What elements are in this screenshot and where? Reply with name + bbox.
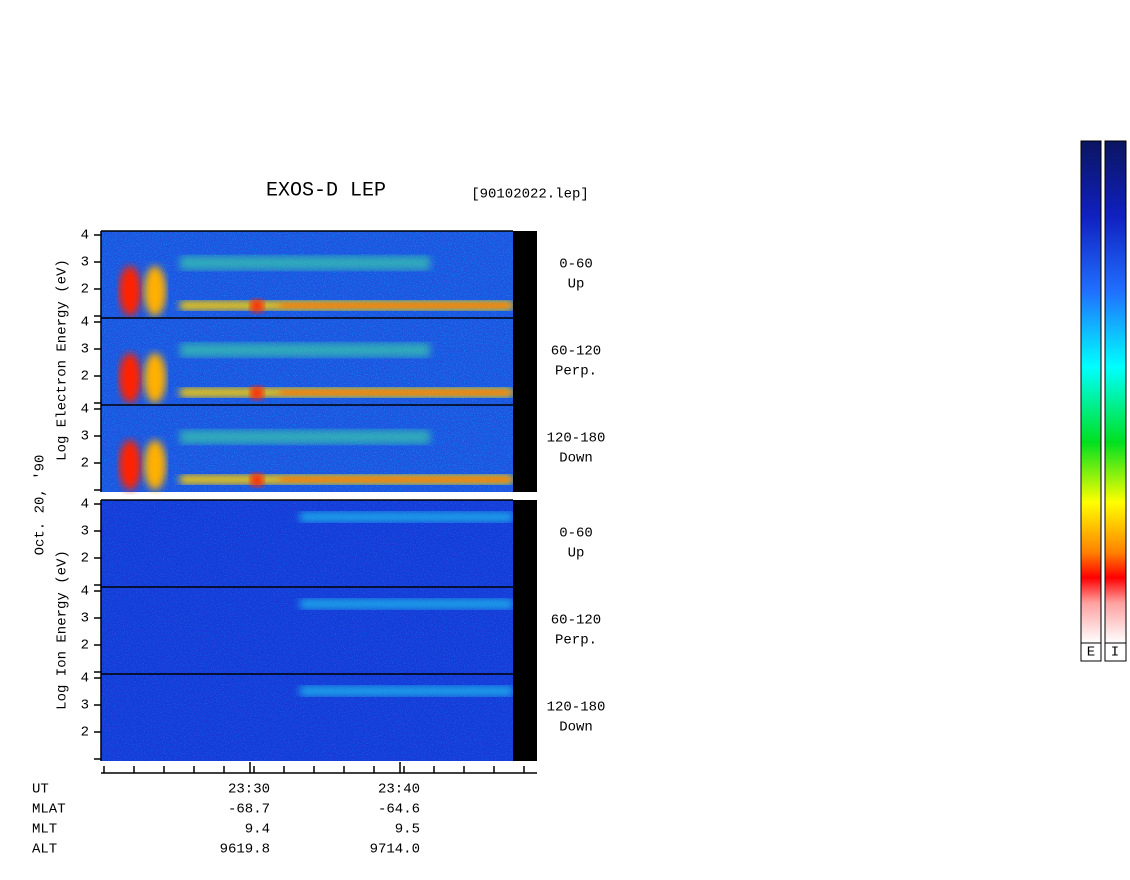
band <box>300 686 513 696</box>
row-value: 23:40 <box>378 782 420 798</box>
row-label: MLT <box>32 822 57 838</box>
burst <box>250 386 264 400</box>
row-value: -64.6 <box>378 802 420 818</box>
row-label: UT <box>32 782 49 798</box>
data-gap <box>513 500 537 587</box>
band <box>300 512 513 522</box>
burst <box>119 353 141 403</box>
row-value: 9.5 <box>395 822 420 838</box>
y-tick-label: 2 <box>81 725 89 741</box>
pitch-direction: Down <box>559 451 593 467</box>
pitch-direction: Perp. <box>555 364 597 380</box>
pitch-range: 0-60 <box>559 526 593 542</box>
ion-axis-label: Log Ion Energy (eV) <box>55 550 71 710</box>
y-tick-label: 4 <box>81 315 89 331</box>
y-tick-label: 3 <box>81 342 89 358</box>
row-value: 9619.8 <box>220 842 270 858</box>
row-value: 9714.0 <box>370 842 420 858</box>
data-gap <box>513 231 537 318</box>
y-tick-label: 3 <box>81 429 89 445</box>
band <box>180 343 430 357</box>
colorbar <box>1080 140 1102 644</box>
band <box>280 390 510 395</box>
y-tick-label: 3 <box>81 698 89 714</box>
pitch-direction: Up <box>568 277 585 293</box>
burst <box>144 266 166 316</box>
pitch-range: 120-180 <box>547 700 606 716</box>
burst <box>144 353 166 403</box>
data-gap <box>513 318 537 405</box>
burst <box>119 266 141 316</box>
burst <box>144 440 166 490</box>
row-value: 9.4 <box>245 822 270 838</box>
row-label: ALT <box>32 842 57 858</box>
colorbar <box>1104 140 1127 644</box>
date-label: Oct. 20, '90 <box>33 455 49 556</box>
y-tick-label: 3 <box>81 255 89 271</box>
colorbar-label-box <box>1080 642 1102 662</box>
y-tick-label: 3 <box>81 611 89 627</box>
pitch-direction: Up <box>568 546 585 562</box>
y-tick-label: 4 <box>81 584 89 600</box>
data-gap <box>513 405 537 492</box>
pitch-direction: Perp. <box>555 633 597 649</box>
pitch-direction: Down <box>559 720 593 736</box>
colorbar-label: E <box>1087 645 1095 661</box>
y-tick-label: 3 <box>81 524 89 540</box>
colorbar-label-box <box>1104 642 1127 662</box>
band <box>180 256 430 270</box>
band <box>280 303 510 308</box>
title: EXOS-D LEP <box>266 179 386 202</box>
row-label: MLAT <box>32 802 66 818</box>
band <box>300 599 513 609</box>
burst <box>119 440 141 490</box>
y-tick-label: 2 <box>81 282 89 298</box>
burst <box>250 299 264 313</box>
band <box>280 477 510 482</box>
electron-axis-label: Log Electron Energy (eV) <box>55 259 71 461</box>
colorbar-label: I <box>1111 645 1119 661</box>
pitch-range: 60-120 <box>551 613 601 629</box>
file-name: [90102022.lep] <box>471 187 589 203</box>
row-value: 23:30 <box>228 782 270 798</box>
pitch-range: 60-120 <box>551 344 601 360</box>
burst <box>250 473 264 487</box>
y-tick-label: 2 <box>81 369 89 385</box>
pitch-range: 0-60 <box>559 257 593 273</box>
data-gap <box>513 587 537 674</box>
y-tick-label: 4 <box>81 228 89 244</box>
row-value: -68.7 <box>228 802 270 818</box>
y-tick-label: 4 <box>81 402 89 418</box>
y-tick-label: 4 <box>81 497 89 513</box>
data-gap <box>513 674 537 761</box>
pitch-range: 120-180 <box>547 431 606 447</box>
y-tick-label: 4 <box>81 671 89 687</box>
y-tick-label: 2 <box>81 456 89 472</box>
band <box>180 430 430 444</box>
y-tick-label: 2 <box>81 551 89 567</box>
y-tick-label: 2 <box>81 638 89 654</box>
